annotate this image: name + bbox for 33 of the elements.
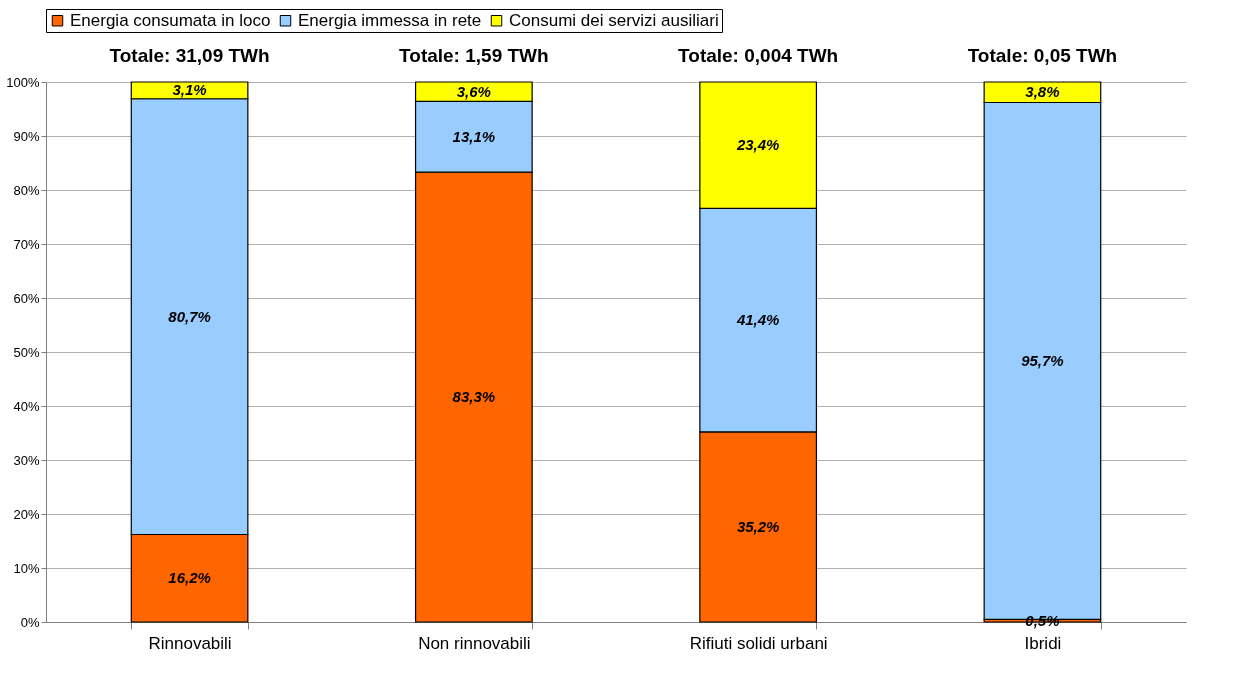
data-label: 3,6% <box>456 82 491 100</box>
y-tick-label: 60% <box>13 290 40 306</box>
y-tick-label: 100% <box>6 74 40 90</box>
x-tick-label: Non rinnovabili <box>418 633 531 653</box>
y-tick-label: 40% <box>13 398 40 414</box>
text: Totale: 0,05 TWh <box>967 45 1118 66</box>
data-label: 41,4% <box>735 311 780 329</box>
x-tick-label: Rifiuti solidi urbani <box>689 633 828 653</box>
data-label: 16,2% <box>168 569 211 587</box>
data-label: 13,1% <box>452 127 496 145</box>
y-tick-label: 50% <box>13 344 40 360</box>
data-label: 83,3% <box>452 388 496 406</box>
text: Totale: 0,004 TWh <box>678 45 839 66</box>
y-tick-label: 80% <box>13 182 40 198</box>
y-tick-label: 90% <box>13 128 40 144</box>
legend-label: Energia immessa in rete <box>298 10 482 30</box>
x-tick-label: Ibridi <box>1024 633 1062 653</box>
data-label: 3,8% <box>1025 83 1060 101</box>
data-label: 35,2% <box>736 517 780 535</box>
y-tick-label: 20% <box>13 506 40 522</box>
y-tick-label: 0% <box>20 614 40 630</box>
y-tick-label: 30% <box>13 452 40 468</box>
text: Totale: 31,09 TWh <box>109 45 270 66</box>
data-label: 23,4% <box>735 136 780 154</box>
data-label: 80,7% <box>168 307 211 325</box>
legend-label: Energia consumata in loco <box>70 10 271 30</box>
x-tick-label: Rinnovabili <box>148 633 232 653</box>
legend-label: Consumi dei servizi ausiliari <box>509 10 719 30</box>
y-tick-label: 10% <box>13 560 40 576</box>
y-tick-label: 70% <box>13 236 40 252</box>
text: Totale: 1,59 TWh <box>399 45 549 66</box>
data-label: 3,1% <box>172 81 207 99</box>
data-label: 95,7% <box>1021 351 1064 369</box>
